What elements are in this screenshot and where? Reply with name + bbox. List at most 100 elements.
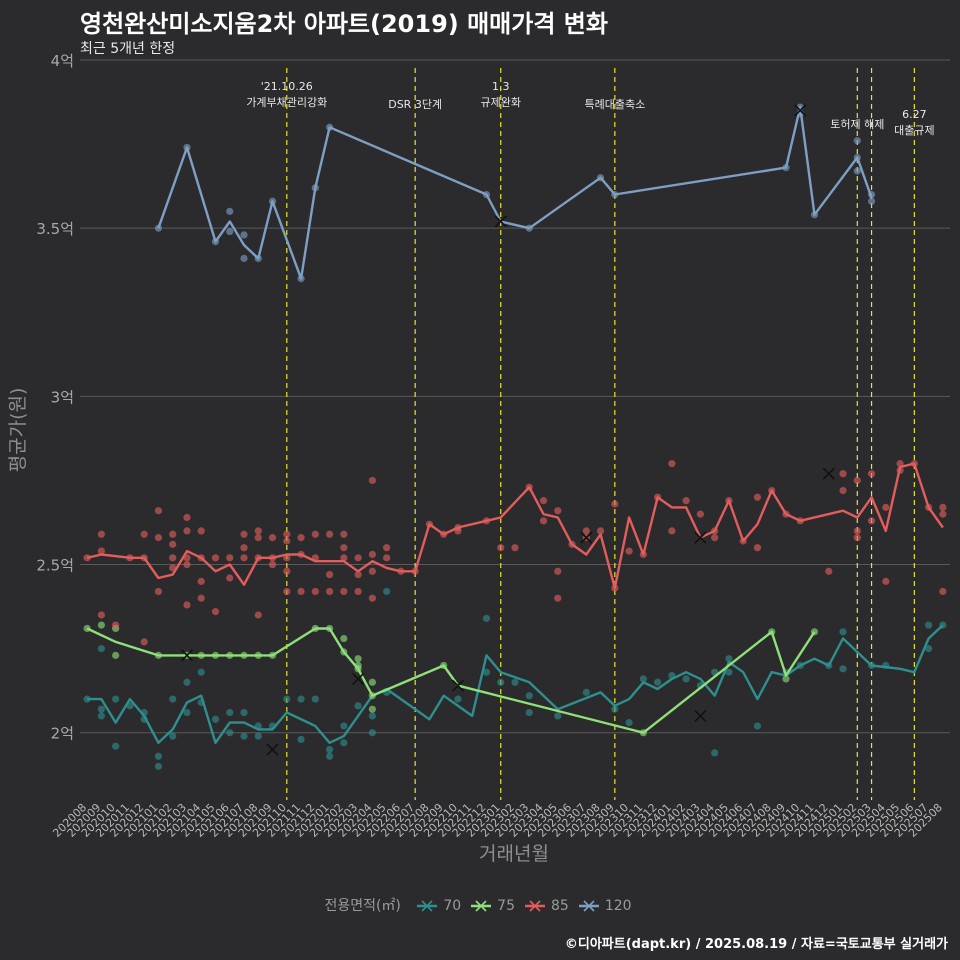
data-point [226, 574, 234, 582]
data-point [169, 540, 177, 548]
data-point [254, 611, 262, 619]
data-point [354, 554, 362, 562]
data-point [582, 688, 590, 696]
data-point [169, 695, 177, 703]
data-point [283, 537, 291, 545]
data-point [340, 634, 348, 643]
data-point [140, 638, 148, 646]
legend: 전용면적(㎡) 70 75 85 120 [0, 895, 960, 915]
data-point [497, 544, 505, 552]
data-point [354, 702, 362, 710]
data-point [368, 594, 376, 602]
data-point [112, 695, 120, 703]
data-point [254, 527, 262, 535]
series-75 [83, 621, 819, 737]
data-point [240, 254, 248, 263]
data-point [853, 527, 861, 535]
event-label: 토허제 해제 [830, 117, 884, 131]
event-label: '21.10.26 [261, 80, 313, 93]
data-point [368, 729, 376, 737]
data-point [696, 510, 705, 518]
data-point [140, 530, 148, 538]
legend-items: 70 75 85 120 [411, 898, 635, 914]
data-point [753, 493, 762, 501]
data-point [197, 527, 205, 535]
x-axis-label: 거래년월 [479, 843, 549, 865]
data-point [226, 554, 234, 562]
data-point [97, 705, 105, 713]
data-point [939, 503, 947, 511]
data-point [311, 587, 319, 596]
cancel-marker [352, 672, 365, 685]
data-point [240, 554, 248, 562]
data-point [325, 530, 334, 538]
data-point [183, 601, 191, 609]
data-point [839, 665, 847, 673]
legend-key [417, 900, 438, 912]
data-point [97, 621, 105, 629]
data-point [112, 621, 120, 629]
data-point [154, 752, 163, 760]
data-point [169, 554, 177, 562]
data-point [169, 732, 177, 740]
series-120 [154, 103, 876, 283]
chart-subtitle: 최근 5개년 한정 [80, 41, 176, 57]
legend-item-75: 75 [469, 898, 515, 914]
legend-label: 75 [497, 898, 515, 914]
data-point [340, 544, 348, 552]
data-point [511, 544, 519, 552]
data-point [283, 587, 291, 596]
data-point [525, 708, 533, 717]
data-point [611, 705, 619, 713]
event-label: 6.27 [902, 108, 927, 121]
data-point [283, 695, 291, 703]
data-point [782, 675, 790, 683]
event-label: DSR 3단계 [388, 98, 442, 111]
y-tick-label: 4억 [51, 52, 74, 70]
legend-label: 70 [443, 898, 462, 914]
data-point [682, 497, 690, 505]
data-point [654, 678, 662, 686]
data-point [340, 530, 348, 538]
chart-title: 영천완산미소지움2차 아파트(2019) 매매가격 변화 [80, 10, 608, 38]
data-point [611, 500, 619, 508]
data-point [325, 745, 334, 754]
legend-key [471, 900, 492, 912]
y-axis-label: 평균가(원) [7, 388, 29, 473]
series-line [86, 627, 816, 734]
data-point [853, 534, 861, 542]
data-point [753, 544, 762, 552]
cancel-marker [266, 743, 279, 756]
data-point [226, 227, 234, 236]
y-axis-ticks: 2억 2.5억 3억 3.5억 4억 [36, 52, 74, 743]
cancel-marker [694, 531, 707, 544]
data-point [882, 503, 890, 511]
data-point [753, 722, 762, 730]
data-point [325, 587, 334, 596]
data-point [112, 651, 120, 659]
event-label: 가계부채관리강화 [246, 96, 327, 109]
data-point [154, 534, 163, 542]
data-point [254, 534, 262, 542]
data-point [368, 712, 376, 720]
data-point [340, 554, 348, 562]
data-point [853, 137, 861, 145]
legend-key-cross [421, 900, 433, 912]
data-point [297, 695, 305, 703]
footer-credit: ©디아파트(dapt.kr) / 2025.08.19 / 자료=국토교통부 실… [564, 937, 948, 952]
cancel-marker [451, 679, 465, 692]
data-point [240, 530, 248, 538]
legend-key [578, 900, 599, 912]
data-point [839, 486, 847, 495]
data-point [882, 577, 890, 585]
data-point [825, 567, 833, 575]
series-70 [83, 587, 947, 770]
data-point [368, 705, 376, 713]
data-point [226, 207, 234, 215]
data-point [368, 678, 376, 686]
data-point [482, 614, 491, 622]
data-point [183, 513, 191, 522]
legend-key-cross [529, 900, 541, 912]
data-point [725, 655, 733, 663]
legend-key [525, 900, 545, 912]
